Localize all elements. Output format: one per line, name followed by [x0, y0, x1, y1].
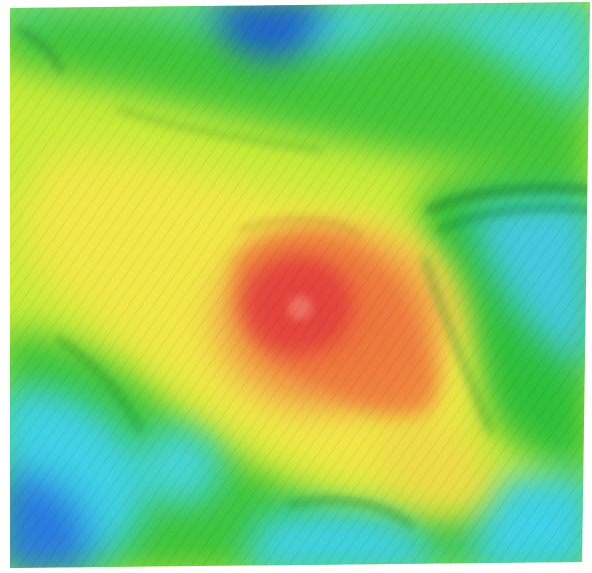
map-frame [10, 2, 590, 568]
hillshade-texture [10, 2, 590, 568]
elevation-map [10, 2, 590, 568]
